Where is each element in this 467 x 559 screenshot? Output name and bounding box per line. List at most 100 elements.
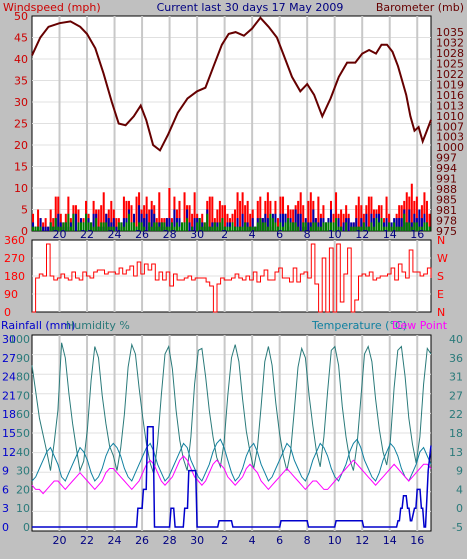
wind-bar [269, 213, 272, 231]
wind-bar [77, 222, 80, 231]
wind-bar [337, 218, 340, 231]
wind-bar [37, 209, 40, 231]
wind-bar [413, 222, 416, 231]
wind-bar [393, 222, 396, 231]
rain-tick-label: 21 [2, 389, 16, 402]
wind-bar [249, 213, 252, 231]
wind-bar [122, 218, 125, 231]
x-tick-label: 24 [108, 534, 122, 547]
wind-bar [362, 222, 365, 231]
wind-bar [302, 205, 305, 231]
wind-bar [360, 226, 363, 231]
rain-tick-label: 9 [2, 465, 9, 478]
wind-bar [385, 196, 388, 231]
wind-bar [170, 222, 173, 231]
barometer-tick-label: 991 [436, 173, 457, 186]
humidity-tick-label: 10 [16, 502, 30, 515]
barometer-tick-label: 997 [436, 152, 457, 165]
wind-bar [85, 213, 88, 231]
wind-bar [191, 226, 194, 231]
wind-bar [34, 226, 37, 231]
wind-bar [191, 213, 194, 231]
wind-bar [423, 192, 426, 231]
wind-bar [299, 192, 302, 231]
wind-bar [150, 226, 153, 231]
wind-bar [309, 226, 312, 231]
wind-bar [97, 226, 100, 231]
wind-bar [87, 222, 90, 231]
barometer-line [31, 16, 432, 152]
wind-bar [110, 226, 113, 231]
wind-bar [302, 222, 305, 231]
temperature-tick-label: 36 [449, 352, 463, 365]
wind-bar [395, 218, 398, 231]
wind-bar [79, 222, 83, 231]
rain-tick-label: 30 [2, 333, 16, 346]
wind-bar [266, 218, 269, 231]
x-tick-label: 28 [163, 228, 177, 241]
barometer-tick-label: 1032 [436, 36, 464, 49]
wind-bar [322, 222, 325, 231]
wind-bar [52, 226, 55, 231]
wind-bar [54, 196, 57, 231]
wind-bar [246, 200, 249, 231]
humidity-tick-label: 20 [16, 483, 30, 496]
wind-bar [398, 218, 401, 231]
wind-bar [251, 218, 254, 231]
wind-bar [49, 222, 52, 231]
temperature-tick-label: 4 [456, 483, 463, 496]
wind-bar [145, 213, 148, 231]
wind-bar [355, 226, 358, 231]
wind-bar [347, 218, 350, 231]
direction-line [32, 243, 432, 313]
wind-bar [37, 226, 40, 231]
wind-bar [403, 213, 406, 231]
rain-tick-label: 15 [2, 427, 16, 440]
wind-bar [54, 218, 57, 231]
temperature-tick-label: 22 [449, 408, 463, 421]
wind-bar [332, 222, 335, 231]
wind-bar [218, 222, 221, 231]
temperature-line [31, 438, 432, 482]
x-tick-label: 14 [383, 534, 397, 547]
wind-bar [231, 222, 234, 231]
temperature-title: Temperature (°C) [311, 319, 407, 332]
humidity-line [31, 342, 432, 475]
wind-bar [319, 226, 322, 231]
wind-bar [279, 222, 282, 231]
wind-bar [110, 200, 113, 231]
direction-tick-label: 270 [4, 252, 25, 265]
x-axis-bottom: 20 22 24 26 28 30 2 4 6 8 10 12 14 16 [53, 534, 425, 547]
wind-bar [317, 196, 320, 231]
temperature-tick-label: 31 [449, 371, 463, 384]
wind-bar [148, 209, 151, 231]
wind-bar [408, 209, 411, 231]
wind-bar [218, 200, 221, 231]
wind-bar [42, 226, 45, 231]
wind-bar [39, 226, 42, 231]
wind-bar [188, 205, 191, 231]
wind-bar [309, 192, 312, 231]
wind-bar [150, 209, 153, 231]
wind-bar [95, 218, 98, 231]
direction-tick-label: 360 [4, 234, 25, 247]
wind-bar [57, 226, 60, 231]
wind-bar [100, 205, 103, 231]
rain-tick-label: 24 [2, 371, 16, 384]
wind-bar [317, 226, 320, 231]
rain-tick-label: 6 [2, 483, 9, 496]
wind-bar [221, 218, 224, 231]
wind-bar [67, 213, 70, 231]
humidity-tick-label: 100 [9, 333, 30, 346]
wind-bar [335, 218, 338, 231]
wind-bar [350, 226, 353, 231]
wind-bar [178, 200, 181, 231]
wind-bar [155, 222, 158, 231]
rain-temp-grid [32, 335, 431, 531]
wind-bar [49, 209, 52, 231]
wind-bar [120, 222, 123, 231]
wind-bar [236, 226, 239, 231]
wind-bar [385, 218, 388, 231]
wind-bar [365, 213, 368, 231]
wind-bar [102, 222, 105, 231]
